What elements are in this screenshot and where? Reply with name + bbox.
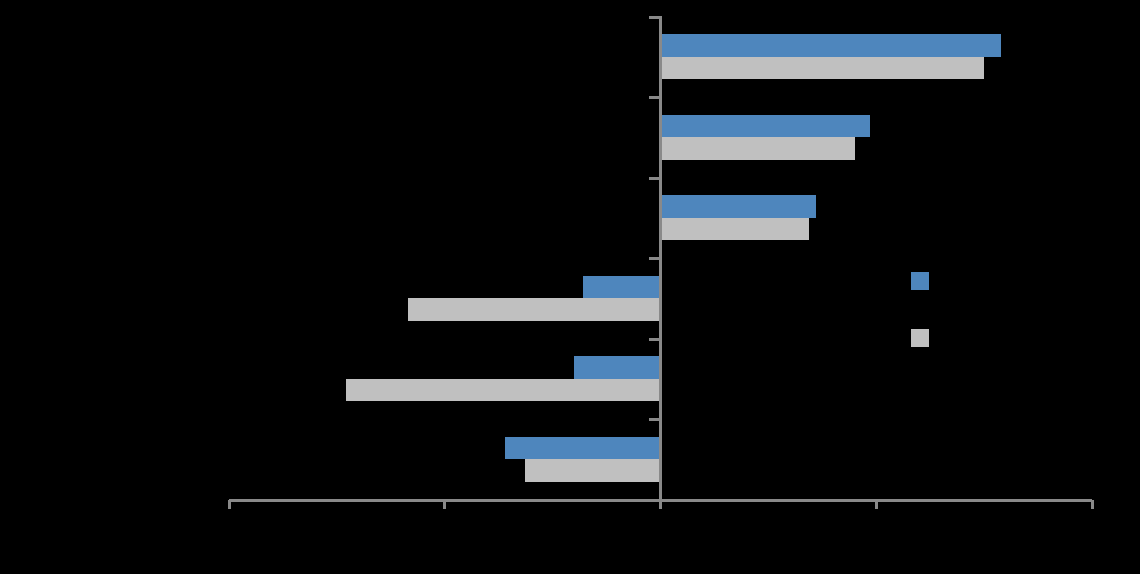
bar-series-gray-group-3 <box>660 217 810 241</box>
bar-series-gray-group-1 <box>660 56 985 80</box>
y-axis-tick <box>649 257 659 260</box>
bar-series-gray-group-2 <box>660 137 855 160</box>
legend-swatch-blue-icon <box>911 272 929 290</box>
y-axis-tick <box>649 176 659 180</box>
y-axis-tick <box>649 337 659 341</box>
x-axis-tick <box>1090 500 1094 509</box>
bar-series-blue-group-3 <box>660 195 816 218</box>
bar-series-blue-group-1 <box>660 34 1002 57</box>
bar-series-gray-group-6 <box>524 459 661 482</box>
bar-series-blue-group-6 <box>505 436 661 460</box>
bar-series-gray-group-5 <box>345 378 661 402</box>
bar-series-blue-group-5 <box>574 356 661 379</box>
y-axis-tick <box>649 15 659 19</box>
y-axis-tick <box>649 418 659 421</box>
y-axis-line <box>659 16 662 502</box>
bar-series-gray-group-4 <box>408 298 661 321</box>
x-axis-tick <box>874 500 878 509</box>
x-axis-tick <box>659 500 662 509</box>
bar-series-blue-group-2 <box>660 114 870 138</box>
x-axis-tick <box>443 500 447 509</box>
legend-swatch-gray-icon <box>911 329 929 347</box>
y-axis-tick <box>649 96 659 99</box>
x-axis-tick <box>227 500 231 509</box>
bar-series-blue-group-4 <box>582 275 661 299</box>
